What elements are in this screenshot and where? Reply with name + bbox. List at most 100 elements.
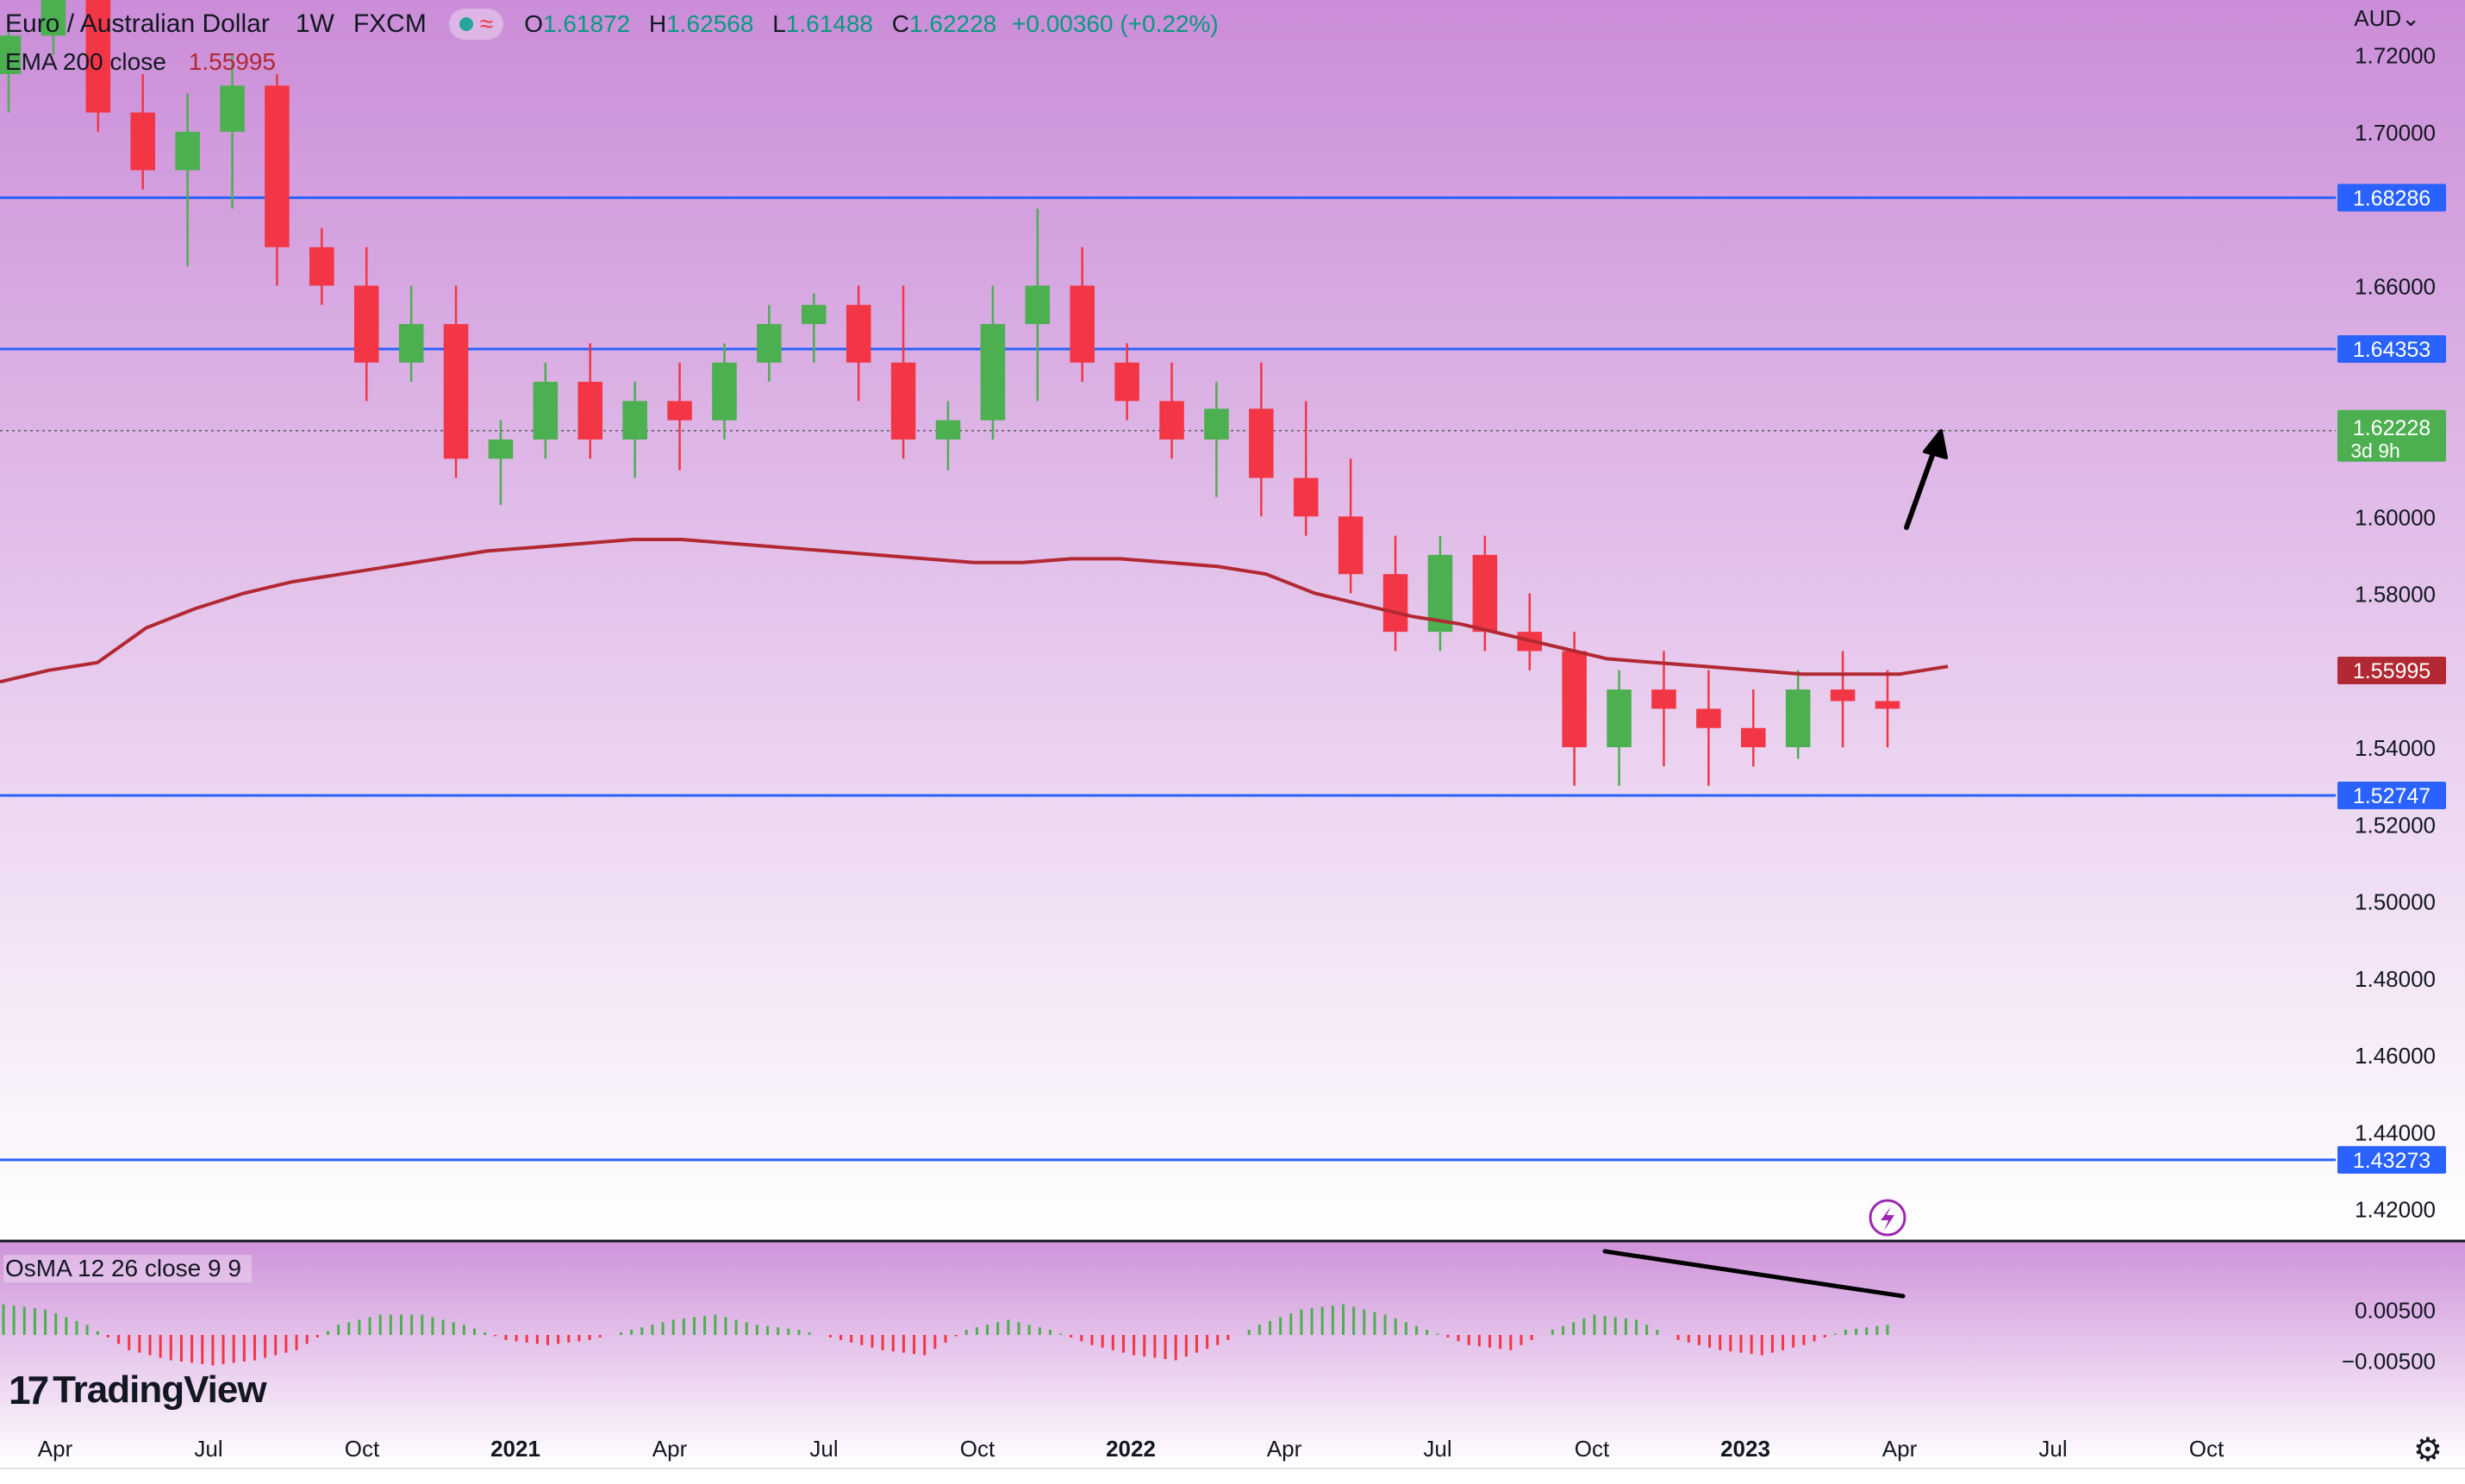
candle-body <box>622 401 647 440</box>
low-label: L <box>772 10 786 37</box>
high-label: H <box>648 10 667 37</box>
up-arrow-shaft <box>1904 446 1938 530</box>
osma-legend[interactable]: OsMA 12 26 close 9 9 <box>3 1255 252 1282</box>
level-price-label: 1.64353 <box>2353 338 2431 362</box>
symbol-title[interactable]: Euro / Australian Dollar <box>5 9 270 38</box>
candle-body <box>1651 689 1676 709</box>
time-tick-label: Apr <box>1882 1436 1918 1462</box>
level-price-tag <box>2337 334 2446 363</box>
countdown-label: 3d 9h <box>2350 440 2400 462</box>
ema-price-label: 1.55995 <box>2353 659 2431 683</box>
candle-body <box>1875 701 1900 709</box>
candle-body <box>1070 285 1095 363</box>
annotations <box>1602 429 1948 1299</box>
candle-body <box>353 285 379 363</box>
price-tick-label: 1.50000 <box>2355 889 2436 915</box>
time-tick-label: Apr <box>1267 1436 1302 1462</box>
candle-body <box>1293 477 1319 517</box>
level-price-label: 1.68286 <box>2353 186 2431 210</box>
close-value: 1.62228 <box>909 10 997 37</box>
price-tick-label: 1.48000 <box>2355 966 2436 992</box>
divergence-trendline <box>1602 1249 1906 1299</box>
time-tick-label: Oct <box>960 1436 995 1462</box>
candlestick-series <box>0 0 1900 786</box>
candle-body <box>890 362 916 440</box>
time-tick-label: Apr <box>652 1436 688 1462</box>
candle-body <box>1249 408 1274 478</box>
time-tick-label: Oct <box>2189 1436 2225 1462</box>
time-tick-label: 2021 <box>490 1436 540 1462</box>
gear-icon[interactable]: ⚙ <box>2412 1432 2443 1468</box>
osma-label: OsMA 12 26 close 9 9 <box>5 1255 241 1281</box>
tradingview-wordmark: TradingView <box>53 1369 266 1411</box>
market-status-icon <box>459 17 473 31</box>
candle-body <box>1338 516 1364 575</box>
time-tick-label: Apr <box>38 1436 73 1462</box>
exchange-label: FXCM <box>353 9 427 38</box>
candle-body <box>309 246 334 286</box>
last-price-value: 1.62228 <box>2353 416 2431 440</box>
candle-body <box>1159 401 1184 440</box>
price-tick-label: 1.70000 <box>2355 120 2436 146</box>
candle-body <box>1472 554 1498 633</box>
price-tick-label: 1.52000 <box>2355 812 2436 838</box>
price-axis[interactable]: 1.72000 1.70000 1.66000 1.60000 1.58000 1.540… <box>2355 43 2436 1223</box>
time-tick-label: Oct <box>1575 1436 1610 1462</box>
candle-body <box>130 112 155 171</box>
candle-body <box>980 324 1006 421</box>
time-tick-label: Oct <box>345 1436 380 1462</box>
price-tick-label: 1.46000 <box>2355 1043 2436 1069</box>
lightning-icon-bolt <box>1881 1207 1894 1231</box>
change-value: +0.00360 (+0.22%) <box>1012 10 1219 37</box>
main-pane-background <box>0 0 2465 1239</box>
level-price-tag <box>2337 1145 2446 1174</box>
currency-dropdown[interactable]: AUD⌄ <box>2354 5 2420 32</box>
wave-icon: ≈ <box>479 10 494 37</box>
ema-legend[interactable]: EMA 200 close 1.55995 <box>5 48 276 76</box>
level-price-tag <box>2337 184 2446 212</box>
time-tick-label: Jul <box>2038 1436 2067 1462</box>
candle-body <box>1114 362 1139 402</box>
price-tick-label: 1.42000 <box>2355 1197 2436 1223</box>
ema-price-tag <box>2337 657 2446 685</box>
candle-body <box>1607 689 1632 748</box>
low-value: 1.61488 <box>785 10 873 37</box>
time-tick-label: 2022 <box>1106 1436 1156 1462</box>
last-price-tag <box>2337 409 2446 462</box>
currency-label: AUD <box>2354 5 2402 31</box>
time-tick-label: Jul <box>194 1436 222 1462</box>
high-value: 1.62568 <box>666 10 754 37</box>
chevron-down-icon: ⌄ <box>2401 5 2420 31</box>
candle-body <box>41 0 66 36</box>
price-tick-label: 1.54000 <box>2355 735 2436 761</box>
time-tick-label: 2023 <box>1720 1436 1770 1462</box>
tradingview-mark-icon: 17 <box>9 1368 49 1412</box>
candle-body <box>1204 408 1229 440</box>
candle-body <box>935 420 961 440</box>
osma-pane-background <box>0 1242 2465 1466</box>
candle-body <box>1785 689 1811 748</box>
price-tick-label: 1.60000 <box>2355 504 2436 530</box>
status-pill[interactable]: ≈ <box>448 9 504 40</box>
candle-body <box>0 35 22 74</box>
candle-body <box>85 0 111 113</box>
candle-body <box>533 382 559 440</box>
chart-legend-header: Euro / Australian Dollar 1W FXCM ≈ O1.61… <box>5 5 1219 43</box>
candle-body <box>846 304 871 363</box>
lightning-icon <box>1869 1199 1906 1237</box>
interval-label[interactable]: 1W <box>295 9 334 38</box>
tradingview-logo[interactable]: 17 TradingView <box>9 1367 267 1413</box>
open-value: 1.61872 <box>542 10 631 37</box>
osma-tick-label: −0.00500 <box>2342 1349 2436 1375</box>
time-axis[interactable]: Apr Jul Oct 2021 Apr Jul Oct 2022 Apr Jul Oct 2023 A… <box>38 1436 2225 1462</box>
ema-line <box>0 538 1949 684</box>
level-price-tag <box>2337 781 2446 809</box>
time-tick-label: Jul <box>809 1436 838 1462</box>
price-tick-label: 1.66000 <box>2355 273 2436 299</box>
candle-body <box>1830 689 1856 701</box>
price-tick-label: 1.72000 <box>2355 43 2436 69</box>
ema-path <box>0 538 1949 684</box>
price-tick-label: 1.58000 <box>2355 582 2436 608</box>
